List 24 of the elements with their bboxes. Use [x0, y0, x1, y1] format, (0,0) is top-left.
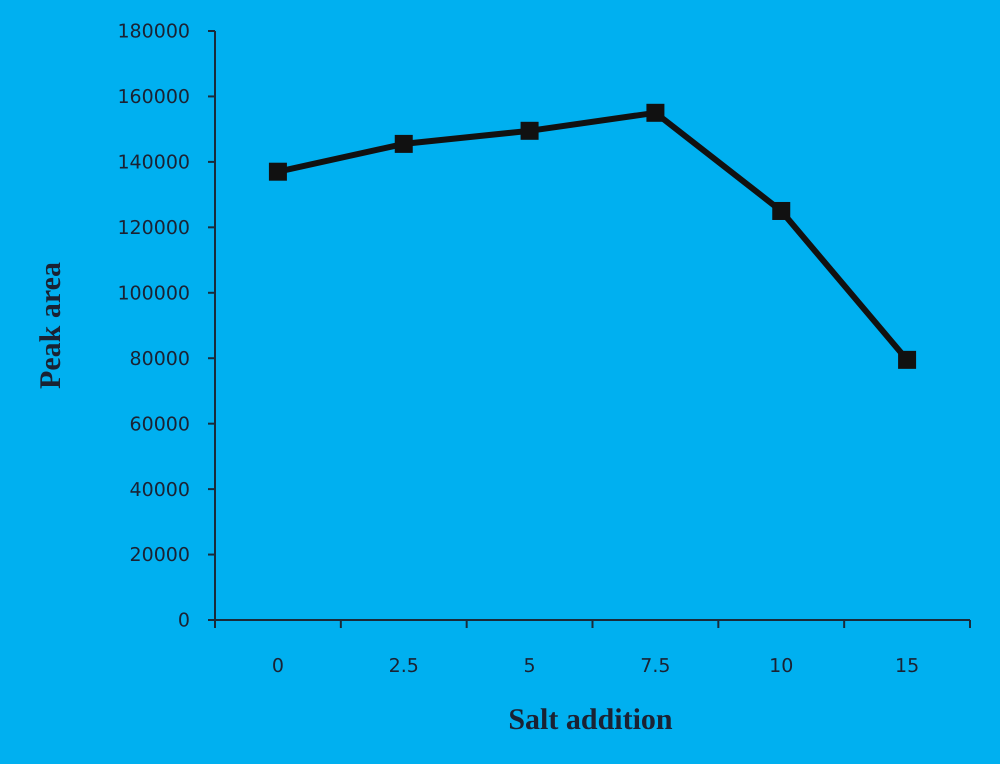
x-tick-label: 15	[894, 655, 920, 677]
y-tick-label: 100000	[117, 282, 190, 304]
x-axis-title: Salt addition	[508, 703, 673, 736]
point	[646, 104, 664, 122]
y-tick-label: 140000	[117, 152, 190, 174]
point	[772, 202, 790, 220]
y-tick-label: 60000	[130, 413, 190, 436]
x-tick-label: 2.5	[388, 655, 419, 677]
y-tick-label: 20000	[130, 544, 190, 566]
x-tick-label: 0	[272, 655, 284, 677]
y-axis-title: Peak area	[34, 262, 67, 389]
point	[898, 350, 916, 369]
y-tick-label: 120000	[117, 216, 190, 239]
y-tick-label: 80000	[130, 348, 190, 370]
x-tick-label: 7.5	[640, 655, 671, 677]
y-tick-label: 40000	[130, 478, 190, 501]
point	[520, 122, 539, 140]
point	[268, 162, 287, 181]
y-tick-label: 160000	[117, 86, 190, 108]
point	[394, 134, 413, 153]
y-tick-label: 0	[178, 610, 190, 632]
y-tick-label: 180000	[117, 20, 190, 43]
x-tick-label: 10	[769, 655, 794, 677]
x-tick-label: 5	[524, 655, 536, 677]
